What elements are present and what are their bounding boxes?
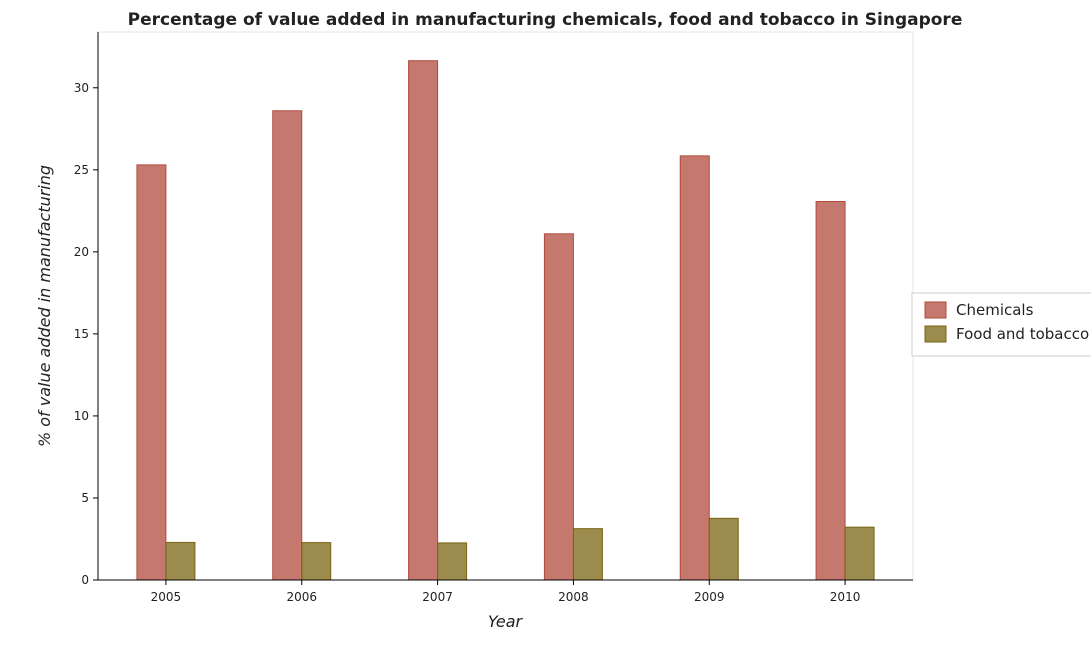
x-tick-label: 2006 bbox=[286, 590, 317, 604]
plot-area bbox=[97, 31, 914, 581]
y-tick-label: 0 bbox=[81, 573, 89, 587]
x-axis-label: Year bbox=[488, 612, 524, 631]
y-tick-label: 10 bbox=[74, 409, 89, 423]
x-tick-label: 2008 bbox=[558, 590, 589, 604]
y-axis: 0 5 10 15 20 25 30 bbox=[74, 32, 99, 587]
x-axis: 2005 2006 2007 2008 2009 2010 bbox=[98, 579, 913, 604]
bar-chemicals-2007 bbox=[408, 60, 439, 581]
bar-food-and-tobacco-2008 bbox=[572, 528, 603, 581]
bar-food-and-tobacco-2009 bbox=[708, 517, 739, 581]
x-tick-label: 2007 bbox=[422, 590, 453, 604]
legend-swatch bbox=[924, 301, 947, 319]
y-tick-label: 25 bbox=[74, 163, 89, 177]
x-tick-label: 2005 bbox=[151, 590, 182, 604]
bars bbox=[136, 60, 875, 581]
bar-food-and-tobacco-2006 bbox=[301, 542, 332, 581]
bar-food-and-tobacco-2007 bbox=[437, 542, 468, 581]
legend-swatch bbox=[924, 325, 947, 343]
bar-chemicals-2006 bbox=[272, 110, 303, 581]
bar-chemicals-2010 bbox=[815, 200, 846, 581]
legend: Chemicals Food and tobacco bbox=[911, 292, 1091, 357]
legend-label: Chemicals bbox=[956, 301, 1034, 319]
y-tick-label: 5 bbox=[81, 491, 89, 505]
x-tick-label: 2010 bbox=[830, 590, 861, 604]
chart-title: Percentage of value added in manufacturi… bbox=[128, 10, 963, 30]
x-tick-label: 2009 bbox=[694, 590, 725, 604]
legend-label: Food and tobacco bbox=[956, 325, 1089, 343]
bar-chemicals-2008 bbox=[543, 233, 574, 581]
y-axis-label: % of value added in manufacturing bbox=[35, 165, 54, 447]
y-tick-label: 15 bbox=[74, 327, 89, 341]
bar-food-and-tobacco-2010 bbox=[844, 526, 875, 581]
y-tick-label: 20 bbox=[74, 245, 89, 259]
y-tick-label: 30 bbox=[74, 81, 89, 95]
bar-chemicals-2009 bbox=[679, 155, 710, 581]
bar-food-and-tobacco-2005 bbox=[165, 541, 196, 581]
bar-chemicals-2005 bbox=[136, 164, 167, 581]
